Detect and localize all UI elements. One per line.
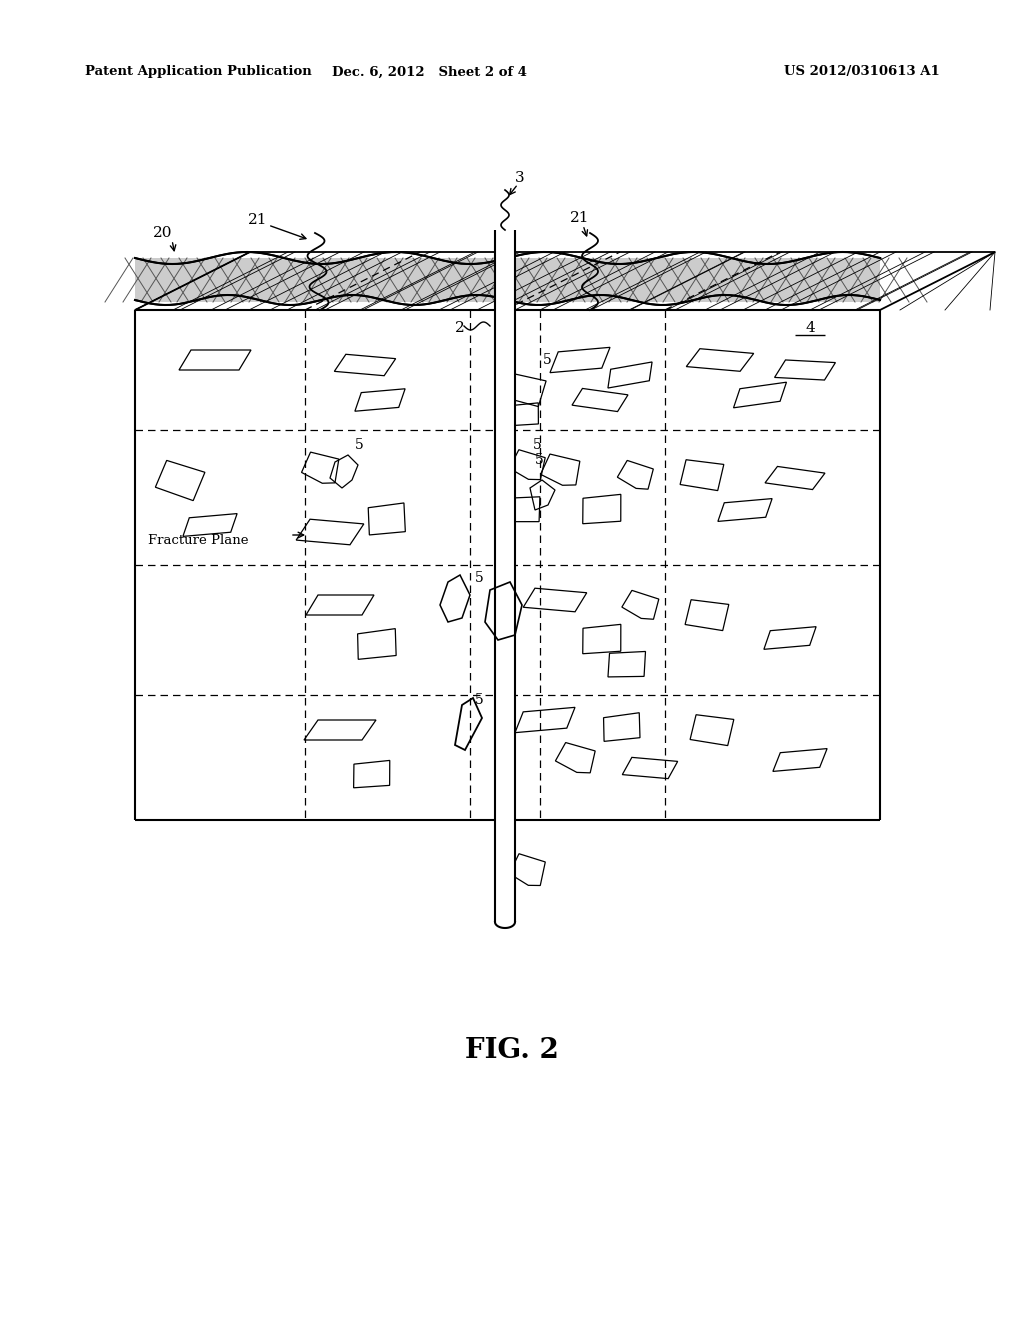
- Text: US 2012/0310613 A1: US 2012/0310613 A1: [784, 66, 940, 78]
- Bar: [135, 257, 880, 302]
- Text: 3: 3: [515, 172, 525, 185]
- Text: 5: 5: [535, 453, 544, 467]
- Text: 5: 5: [355, 438, 364, 451]
- Text: 5: 5: [475, 693, 483, 708]
- Text: 2: 2: [455, 321, 465, 335]
- Text: 21: 21: [570, 211, 590, 224]
- Text: FIG. 2: FIG. 2: [465, 1036, 559, 1064]
- Text: 5: 5: [534, 438, 542, 451]
- Text: 4: 4: [805, 321, 815, 335]
- Text: 21: 21: [248, 213, 267, 227]
- Text: 5: 5: [475, 572, 483, 585]
- Text: 20: 20: [154, 226, 173, 240]
- Text: Dec. 6, 2012   Sheet 2 of 4: Dec. 6, 2012 Sheet 2 of 4: [333, 66, 527, 78]
- Text: Fracture Plane: Fracture Plane: [148, 533, 249, 546]
- Text: Patent Application Publication: Patent Application Publication: [85, 66, 311, 78]
- Text: 5: 5: [543, 352, 552, 367]
- Bar: [495, 230, 515, 931]
